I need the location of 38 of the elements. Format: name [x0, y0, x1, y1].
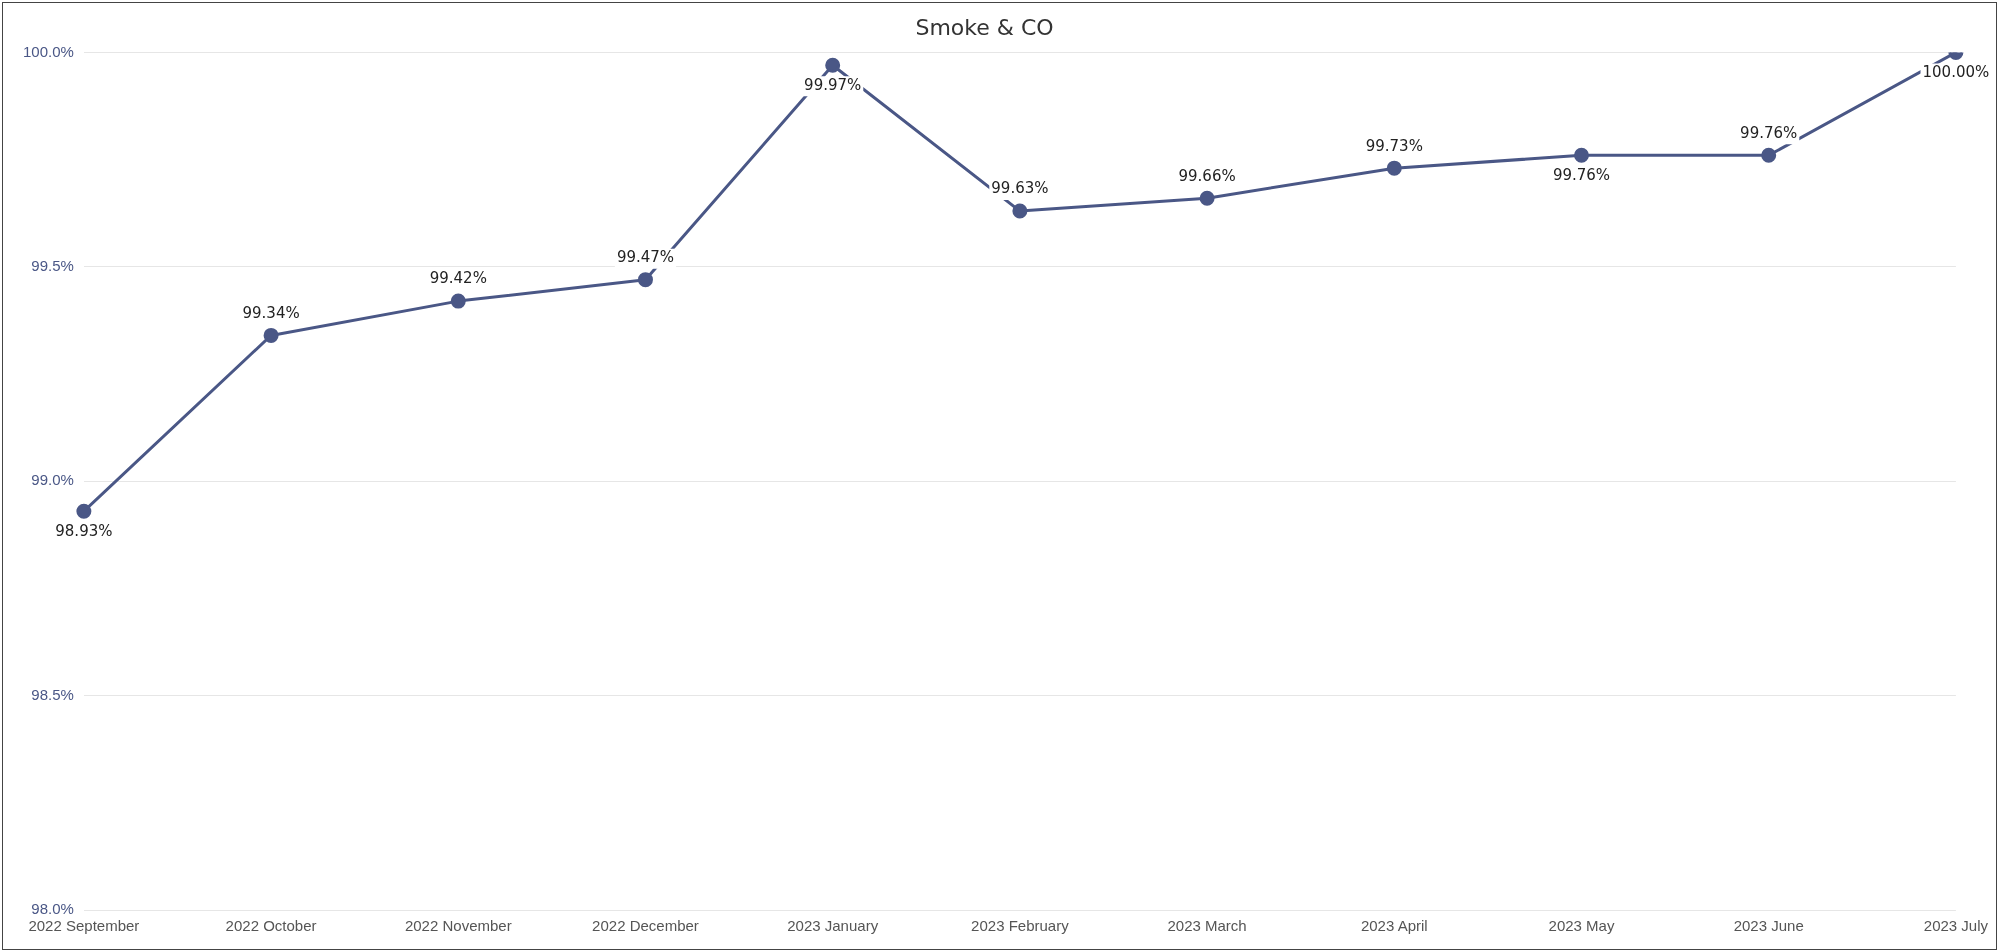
point: [1573, 147, 1589, 163]
point: [825, 57, 841, 73]
x-tick-label: 2023 February: [971, 917, 1070, 935]
point: [76, 503, 92, 519]
point: [1012, 203, 1028, 219]
data-label: 99.42%: [429, 269, 487, 288]
data-label: 99.63%: [991, 179, 1049, 198]
y-tick-label: 98.5%: [31, 685, 74, 703]
point: [1199, 190, 1215, 206]
x-tick-label: 2022 October: [225, 917, 317, 935]
data-label: 99.76%: [1552, 165, 1611, 184]
x-tick-label: 2022 November: [404, 917, 512, 935]
x-tick-label: 2022 September: [28, 917, 140, 935]
point: [450, 293, 466, 309]
x-tick-label: 2023 June: [1733, 917, 1804, 935]
data-label: 98.93%: [55, 521, 113, 540]
y-tick-label: 99.0%: [31, 471, 74, 489]
x-tick-label: 2023 March: [1167, 917, 1247, 935]
point: [1386, 160, 1402, 176]
data-label: 99.47%: [616, 248, 675, 267]
y-tick-label: 100.0%: [23, 42, 74, 60]
point: [637, 272, 653, 288]
y-tick-label: 99.5%: [31, 256, 74, 274]
y-tick-label: 98.0%: [31, 900, 74, 918]
x-tick-label: 2022 December: [592, 917, 699, 935]
x-tick-label: 2023 April: [1360, 917, 1428, 935]
data-label: 99.76%: [1740, 123, 1798, 142]
data-label: 99.73%: [1365, 136, 1423, 155]
data-label: 99.34%: [242, 303, 300, 322]
x-tick-label: 2023 July: [1923, 917, 1989, 935]
point: [263, 327, 279, 343]
data-label: 99.97%: [804, 75, 862, 94]
data-label: 99.66%: [1178, 166, 1236, 185]
x-tick-label: 2023 January: [787, 917, 879, 935]
chart-title: Smoke & CO: [915, 14, 1054, 40]
point: [1761, 147, 1777, 163]
x-tick-label: 2023 May: [1548, 917, 1615, 935]
data-label: 100.00%: [1922, 62, 1990, 81]
